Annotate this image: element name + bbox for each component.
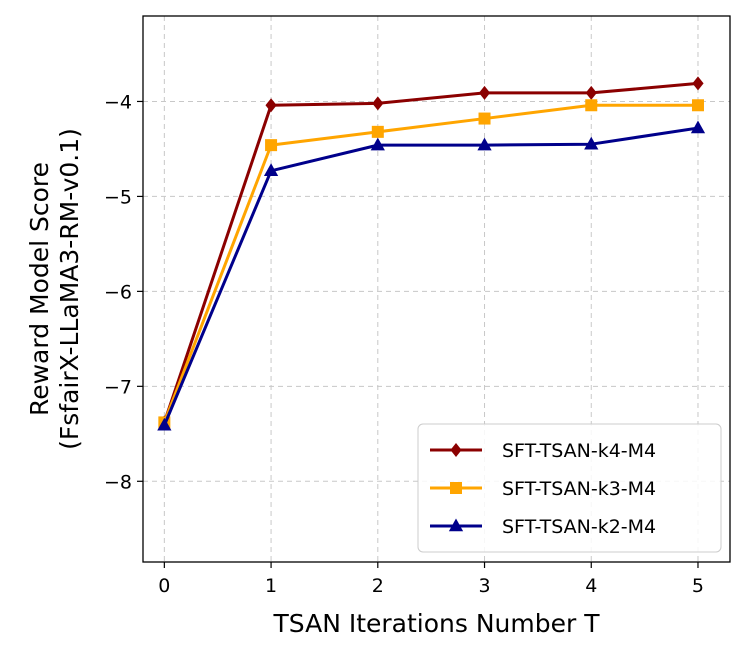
x-tick-label: 3 [478,575,490,597]
series-group [157,76,706,431]
data-point [265,139,278,152]
data-point [690,120,706,134]
legend-item: SFT-TSAN-k4-M4 [430,440,656,462]
legend-box [417,423,722,553]
data-point [584,136,599,150]
legend-item: SFT-TSAN-k2-M4 [430,516,656,538]
series-1 [158,76,704,430]
x-tick-label: 0 [158,575,170,597]
x-tick-label: 2 [372,575,384,597]
data-point [371,125,384,138]
series-line [162,81,699,423]
x-axis-title: TSAN Iterations Number T [272,609,600,638]
legend-label: SFT-TSAN-k2-M4 [502,516,656,538]
y-axis-subtitle: (FsfairX-LLaMA3-RM-v0.1) [55,128,84,450]
x-tick-label: 4 [585,575,597,597]
legend-marker [450,482,462,494]
data-point [263,163,279,177]
y-tick-label: −8 [104,471,132,493]
y-axis-title-group: Reward Model Score (FsfairX-LLaMA3-RM-v0… [25,128,84,450]
series-line [162,103,698,423]
data-point [157,417,172,431]
data-point [585,85,597,100]
data-point [265,98,277,113]
data-point [370,137,385,151]
axis-ticks: 0 1 2 3 4 5 −8 −7 −6 −5 −4 [104,91,704,597]
data-point [692,76,704,91]
y-tick-label: −7 [104,376,132,398]
series-3 [157,120,706,431]
y-axis-title: Reward Model Score [25,162,54,416]
y-tick-label: −5 [104,186,132,208]
data-point [478,112,491,125]
series-2 [158,99,704,429]
data-point [478,85,491,100]
data-point [372,96,384,111]
data-point [585,99,598,112]
series-line [162,126,699,426]
plot-frame [142,15,731,563]
y-tick-label: −4 [104,91,132,113]
legend-label: SFT-TSAN-k4-M4 [502,440,656,462]
legend-marker [448,518,464,532]
legend-item: SFT-TSAN-k3-M4 [430,478,656,500]
data-point [691,99,704,112]
data-point [477,137,492,151]
legend-marker [450,443,462,457]
x-tick-label: 5 [692,575,704,597]
legend-label: SFT-TSAN-k3-M4 [502,478,656,500]
y-tick-label: −6 [104,281,132,303]
legend: SFT-TSAN-k4-M4 SFT-TSAN-k3-M4 SFT-TSAN-k2-… [417,423,722,553]
x-tick-label: 1 [265,575,277,597]
